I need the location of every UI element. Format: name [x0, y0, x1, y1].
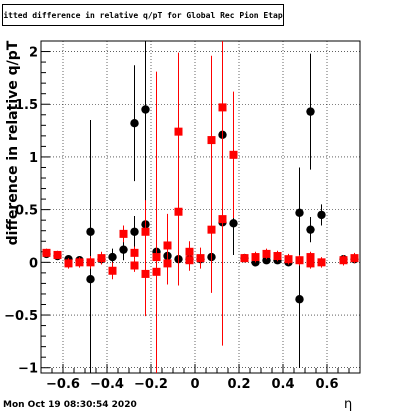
x-tick-label: −0.2	[134, 377, 168, 392]
data-point-square	[141, 227, 150, 236]
data-point-circle	[86, 274, 95, 284]
data-point-square	[163, 259, 172, 268]
data-point-square	[350, 254, 359, 263]
data-point-square	[141, 269, 150, 278]
y-tick-label: −0.5	[4, 309, 38, 324]
data-point-square	[75, 258, 84, 267]
data-point-square	[86, 258, 95, 267]
data-point-square	[306, 253, 315, 262]
axes: −0.6 −0.4 −0.2 0 0.2 0.4 0.6 −1 −0.5 0 0.5 1 1.5 2	[4, 40, 361, 392]
data-point-square	[240, 254, 249, 263]
series-1	[42, 41, 359, 373]
data-point-square	[306, 259, 315, 268]
x-tick-label: 0	[190, 377, 199, 392]
data-marks	[42, 41, 359, 373]
data-point-square	[196, 254, 205, 263]
y-tick-label: 0.5	[15, 204, 38, 219]
data-point-square	[97, 254, 106, 263]
data-point-square	[108, 266, 117, 275]
y-tick-label: 2	[29, 46, 38, 61]
x-tick-label: −0.4	[90, 377, 124, 392]
data-point-square	[64, 259, 73, 268]
data-point-square	[42, 248, 51, 257]
y-tick-label: 0	[29, 256, 38, 271]
data-point-circle	[317, 210, 326, 220]
data-point-circle	[306, 107, 315, 116]
y-tick-label: 1.5	[15, 98, 38, 113]
timestamp: Mon Oct 19 08:30:54 2020	[3, 400, 137, 410]
data-point-square	[317, 258, 326, 267]
chart-title: Fitted difference in relative q/pT for G…	[2, 4, 284, 26]
y-axis-label: difference in relative q/pT	[5, 40, 21, 246]
y-tick-label: 1	[29, 151, 38, 166]
data-point-square	[207, 225, 216, 234]
data-point-circle	[229, 219, 238, 228]
x-tick-label: 0.4	[271, 377, 294, 392]
data-point-square	[130, 248, 139, 257]
data-point-circle	[130, 119, 139, 128]
data-point-square	[53, 250, 62, 259]
data-point-circle	[295, 295, 304, 304]
y-tick-label: −1	[18, 362, 38, 377]
data-point-square	[251, 253, 260, 262]
data-point-circle	[108, 252, 117, 262]
data-point-square	[207, 136, 216, 145]
data-point-square	[284, 255, 293, 264]
data-point-square	[229, 150, 238, 159]
data-point-circle	[130, 227, 139, 236]
data-point-square	[218, 215, 227, 224]
data-point-square	[152, 253, 161, 262]
data-point-square	[130, 261, 139, 270]
data-point-circle	[119, 245, 128, 254]
data-point-square	[174, 127, 183, 136]
data-point-square	[273, 252, 282, 261]
data-point-square	[174, 207, 183, 216]
x-axis-label: η	[344, 397, 353, 412]
data-point-circle	[306, 225, 315, 234]
data-point-circle	[141, 105, 150, 114]
data-point-square	[295, 256, 304, 265]
plot-frame	[40, 40, 361, 374]
x-tick-label: 0.6	[315, 377, 338, 392]
data-point-square	[339, 256, 348, 265]
data-point-square	[185, 256, 194, 265]
data-point-square	[262, 249, 271, 258]
data-point-circle	[295, 208, 304, 217]
x-tick-label: −0.6	[46, 377, 80, 392]
data-point-square	[119, 229, 128, 238]
x-tick-label: 0.2	[227, 377, 250, 392]
data-point-circle	[262, 256, 271, 265]
